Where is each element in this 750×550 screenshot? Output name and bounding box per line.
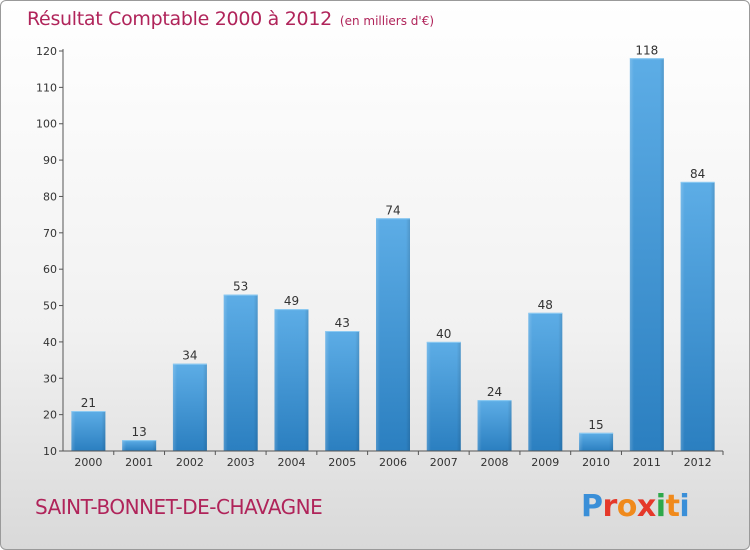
chart-unit-label: (en milliers d'€)	[339, 14, 435, 28]
y-tick-label: 20	[43, 409, 57, 422]
x-tick-label-2004: 2004	[277, 456, 305, 469]
bar-shade-2008	[477, 400, 512, 451]
bar-shade-2010	[579, 432, 614, 451]
x-tick-label-2011: 2011	[633, 456, 661, 469]
y-axis: 10 20 30 40 50 60 70 80 90 100 110 120	[36, 45, 64, 458]
data-label-2001: 13	[132, 425, 147, 439]
y-tick-label: 60	[43, 263, 57, 276]
data-label-2000: 21	[81, 396, 96, 410]
y-tick-label: 10	[43, 445, 57, 458]
x-tick-label-2009: 2009	[531, 456, 559, 469]
x-tick-label-2007: 2007	[430, 456, 458, 469]
bar-shade-2006	[376, 218, 410, 451]
logo-letter: x	[636, 489, 656, 524]
data-label-2002: 34	[182, 349, 197, 363]
bar-shade-2007	[426, 341, 461, 451]
x-tick-label-2003: 2003	[227, 456, 255, 469]
y-tick-label: 40	[43, 336, 57, 349]
x-tick-label-2002: 2002	[176, 456, 204, 469]
bar-shade-2004	[274, 309, 309, 451]
bar-shade-2002	[172, 363, 207, 451]
bar-shade-2001	[122, 440, 157, 451]
bars: 21 13 34 53 49 43 74 40 24 48 15 118 84	[71, 43, 715, 451]
logo-letter: i	[679, 489, 690, 524]
chart-title: Résultat Comptable 2000 à 2012 (en millie…	[27, 8, 434, 30]
data-label-2008: 24	[487, 385, 502, 399]
x-tick-label-2012: 2012	[684, 456, 712, 469]
y-tick-label: 90	[43, 154, 57, 167]
x-axis: 2000 2001 2002 2003 2004 2005 2006 2007 2008 2009…	[63, 450, 724, 469]
logo-letter: P	[581, 489, 603, 524]
bar-shade-2011	[629, 58, 664, 451]
data-label-2012: 84	[690, 167, 705, 181]
logo-letter: i	[655, 489, 666, 524]
x-tick-label-2010: 2010	[582, 456, 610, 469]
bar-shade-2003	[223, 294, 258, 451]
logo-letter: o	[616, 489, 638, 524]
data-label-2010: 15	[588, 418, 603, 432]
y-tick-label: 50	[43, 300, 57, 313]
bar-shade-2000	[71, 411, 106, 451]
y-tick-label: 70	[43, 227, 57, 240]
x-tick-label-2001: 2001	[125, 456, 153, 469]
bar-shade-2005	[325, 331, 360, 451]
data-label-2006: 74	[385, 203, 400, 217]
commune-name: SAINT-BONNET-DE-CHAVAGNE	[35, 495, 323, 519]
y-tick-label: 120	[36, 45, 57, 58]
x-tick-label-2005: 2005	[328, 456, 356, 469]
bar-shade-2009	[528, 312, 563, 451]
data-label-2003: 53	[233, 280, 248, 294]
x-tick-label-2008: 2008	[481, 456, 509, 469]
data-label-2004: 49	[284, 294, 299, 308]
y-tick-label: 30	[43, 372, 57, 385]
data-label-2011: 118	[635, 43, 658, 57]
x-tick-label-2000: 2000	[74, 456, 102, 469]
data-label-2009: 48	[538, 298, 553, 312]
chart-title-text: Résultat Comptable 2000 à 2012	[27, 8, 332, 30]
proxiti-logo: Proxiti	[581, 489, 690, 524]
logo-letter: t	[665, 489, 680, 524]
y-tick-label: 80	[43, 190, 57, 203]
bar-shade-2012	[680, 181, 715, 451]
x-tick-label-2006: 2006	[379, 456, 407, 469]
data-label-2007: 40	[436, 327, 451, 341]
logo-letter: r	[602, 489, 618, 524]
y-tick-label: 110	[36, 81, 57, 94]
y-tick-label: 100	[36, 118, 57, 131]
data-label-2005: 43	[335, 316, 350, 330]
